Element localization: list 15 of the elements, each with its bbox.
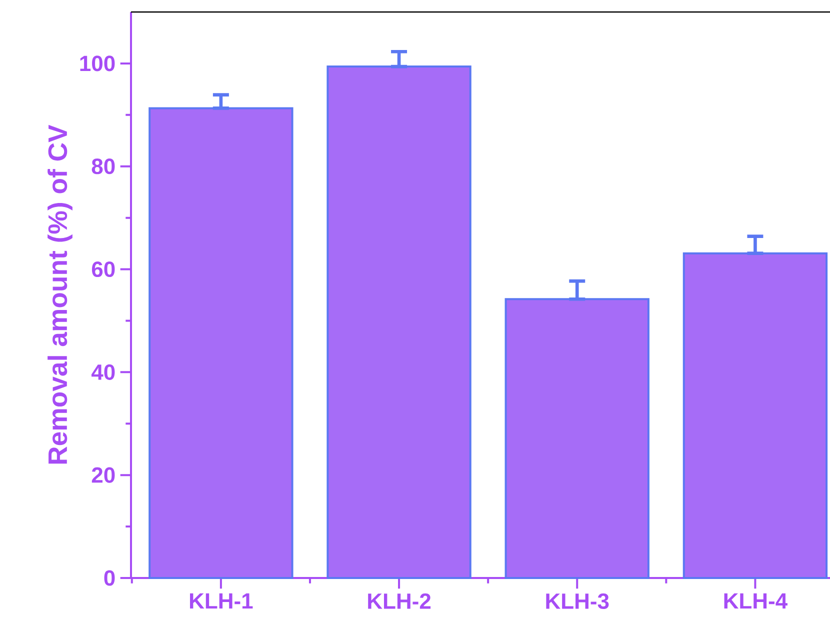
bar bbox=[148, 107, 294, 579]
bar bbox=[326, 66, 472, 579]
y-tick-label: 80 bbox=[92, 158, 115, 174]
x-tick-label: KLH-2 bbox=[368, 593, 431, 609]
y-tick-label: 40 bbox=[91, 364, 115, 380]
x-tick-label: KLH-3 bbox=[546, 593, 609, 609]
y-tick-label: 0 bbox=[104, 570, 115, 586]
bar bbox=[504, 298, 650, 579]
y-axis-title: Removal amount (%) of CV bbox=[48, 124, 72, 464]
y-tick-label: 20 bbox=[92, 467, 115, 483]
x-tick-label: KLH-4 bbox=[724, 593, 788, 609]
y-tick-label: 60 bbox=[92, 261, 115, 278]
x-tick-label: KLH-1 bbox=[190, 593, 253, 609]
y-tick-label: 100 bbox=[80, 56, 115, 72]
bar bbox=[682, 252, 828, 579]
